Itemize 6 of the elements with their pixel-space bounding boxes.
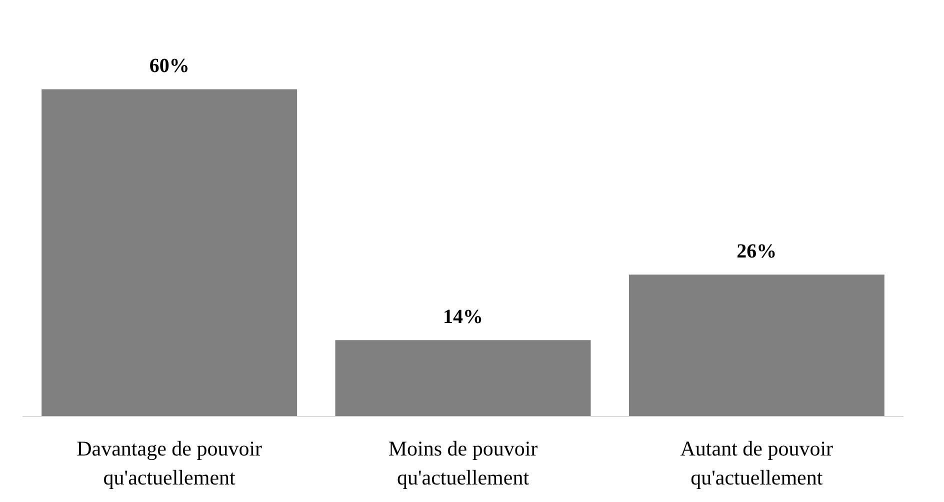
data-label: 26%	[736, 240, 777, 263]
x-tick-label: Davantage de pouvoir qu'actuellement	[76, 436, 262, 490]
x-tick-label: Moins de pouvoir qu'actuellement	[388, 436, 538, 490]
data-label: 60%	[149, 55, 190, 78]
x-tick-label: Autant de pouvoir qu'actuellement	[680, 436, 834, 490]
data-label: 14%	[443, 306, 483, 328]
